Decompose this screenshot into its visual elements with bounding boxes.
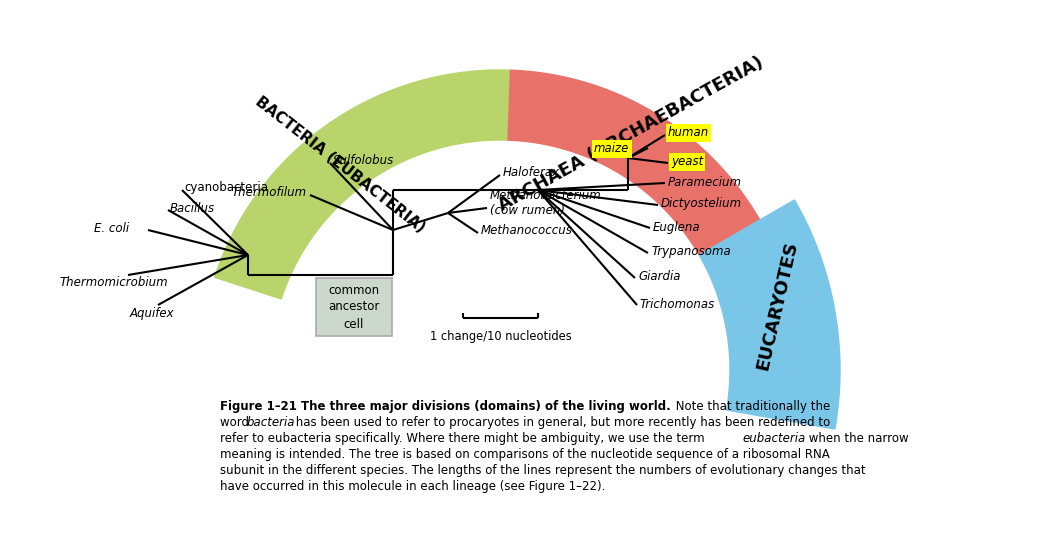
Text: meaning is intended. The tree is based on comparisons of the nucleotide sequence: meaning is intended. The tree is based o… (220, 448, 830, 461)
Text: yeast: yeast (671, 156, 704, 168)
Text: have occurred in this molecule in each lineage (see Figure 1–22).: have occurred in this molecule in each l… (220, 480, 605, 493)
Text: common
ancestor
cell: common ancestor cell (328, 283, 379, 331)
Text: cyanobacteria: cyanobacteria (184, 182, 268, 195)
Text: Trichomonas: Trichomonas (640, 299, 715, 311)
Text: Paramecium: Paramecium (668, 175, 742, 189)
Text: eubacteria: eubacteria (742, 432, 806, 445)
Polygon shape (215, 70, 510, 299)
Text: refer to eubacteria specifically. Where there might be ambiguity, we use the ter: refer to eubacteria specifically. Where … (220, 432, 708, 445)
Text: 1 change/10 nucleotides: 1 change/10 nucleotides (429, 330, 572, 343)
Text: Figure 1–21 The three major divisions (domains) of the living world.: Figure 1–21 The three major divisions (d… (220, 400, 671, 413)
Text: BACTERIA (EUBACTERIA): BACTERIA (EUBACTERIA) (252, 95, 427, 236)
Text: Thermofilum: Thermofilum (232, 186, 307, 200)
Polygon shape (699, 200, 840, 429)
Text: human: human (668, 126, 709, 140)
Text: Dictyostelium: Dictyostelium (661, 197, 742, 211)
Text: Thermomicrobium: Thermomicrobium (60, 276, 169, 289)
Text: maize: maize (594, 142, 629, 156)
Polygon shape (508, 70, 760, 255)
Text: Trypanosoma: Trypanosoma (651, 245, 730, 258)
Text: Euglena: Euglena (653, 221, 701, 234)
Text: when the narrow: when the narrow (805, 432, 909, 445)
Text: has been used to refer to procaryotes in general, but more recently has been red: has been used to refer to procaryotes in… (292, 416, 830, 429)
Text: bacteria: bacteria (247, 416, 296, 429)
Text: Giardia: Giardia (638, 271, 680, 283)
Text: E. coli: E. coli (94, 223, 129, 235)
Text: Bacillus: Bacillus (170, 201, 215, 214)
Text: Note that traditionally the: Note that traditionally the (672, 400, 830, 413)
Text: Methanobacterium
(cow rumen): Methanobacterium (cow rumen) (490, 189, 602, 217)
Text: Aquifex: Aquifex (130, 306, 174, 320)
Text: Haloferax: Haloferax (503, 167, 560, 179)
Text: Methanococcus: Methanococcus (480, 224, 573, 238)
Text: word: word (220, 416, 253, 429)
Text: ARCHAEA (ARCHAEBACTERIA): ARCHAEA (ARCHAEBACTERIA) (495, 53, 766, 215)
Text: Sulfolobus: Sulfolobus (333, 155, 394, 168)
Text: EUCARYOTES: EUCARYOTES (754, 240, 802, 372)
FancyBboxPatch shape (316, 278, 392, 336)
Text: subunit in the different species. The lengths of the lines represent the numbers: subunit in the different species. The le… (220, 464, 865, 477)
